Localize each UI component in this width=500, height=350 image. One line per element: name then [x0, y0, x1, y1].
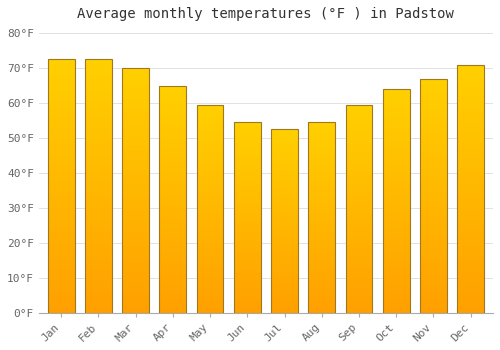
Bar [122, 68, 149, 313]
Bar [160, 86, 186, 313]
Bar [48, 60, 74, 313]
Bar [234, 122, 260, 313]
Bar [308, 122, 335, 313]
Title: Average monthly temperatures (°F ) in Padstow: Average monthly temperatures (°F ) in Pa… [78, 7, 454, 21]
Bar [458, 65, 484, 313]
Bar [196, 105, 224, 313]
Bar [346, 105, 372, 313]
Bar [271, 129, 298, 313]
Bar [383, 89, 409, 313]
Bar [420, 79, 447, 313]
Bar [85, 60, 112, 313]
